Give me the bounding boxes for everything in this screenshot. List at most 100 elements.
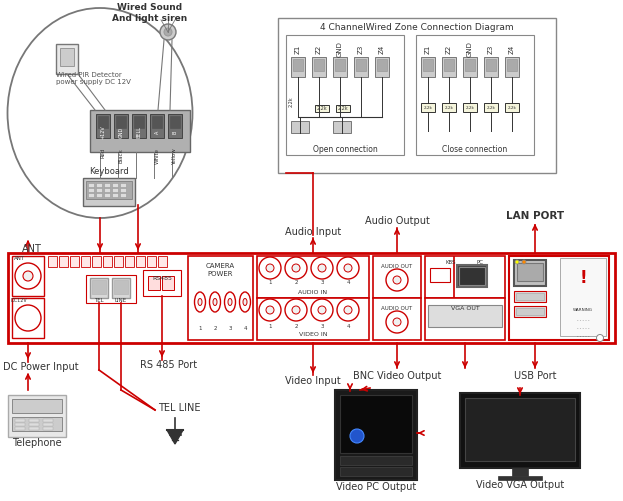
Bar xyxy=(29,423,39,426)
Bar xyxy=(104,188,110,192)
Bar xyxy=(373,298,421,340)
Circle shape xyxy=(337,299,359,321)
Bar xyxy=(60,48,74,66)
Bar xyxy=(498,476,542,480)
Text: 1: 1 xyxy=(269,324,272,329)
Bar xyxy=(463,103,477,112)
Bar xyxy=(43,419,53,422)
Bar xyxy=(507,59,517,71)
Bar xyxy=(314,59,324,71)
Bar xyxy=(423,59,433,71)
Circle shape xyxy=(515,260,519,264)
Text: Z2: Z2 xyxy=(446,45,452,54)
Bar xyxy=(459,267,485,285)
Circle shape xyxy=(259,257,281,279)
Polygon shape xyxy=(167,430,183,444)
Circle shape xyxy=(386,269,408,291)
Text: 3: 3 xyxy=(320,281,324,286)
Circle shape xyxy=(15,263,41,289)
Bar xyxy=(12,417,62,431)
Bar xyxy=(158,256,167,267)
Text: USB Port: USB Port xyxy=(514,371,556,381)
Circle shape xyxy=(259,299,281,321)
Text: 3: 3 xyxy=(228,326,232,331)
Bar xyxy=(15,427,25,430)
Text: - - - - -: - - - - - xyxy=(577,318,589,322)
Bar xyxy=(134,116,144,128)
Bar xyxy=(98,116,108,128)
Bar xyxy=(516,293,544,300)
Text: VIDEO IN: VIDEO IN xyxy=(299,332,327,337)
Bar xyxy=(12,298,44,338)
Bar xyxy=(120,188,126,192)
Text: Z1: Z1 xyxy=(425,44,431,54)
Text: - - - - -: - - - - - xyxy=(577,326,589,330)
Text: Video PC Output: Video PC Output xyxy=(336,482,416,492)
Bar xyxy=(147,256,156,267)
Bar xyxy=(444,59,454,71)
Ellipse shape xyxy=(7,8,193,218)
Bar xyxy=(114,114,128,138)
Text: GND: GND xyxy=(467,41,473,57)
Text: Audio Input: Audio Input xyxy=(285,227,341,237)
Text: AUDIO OUT: AUDIO OUT xyxy=(381,264,412,269)
Text: 2.2k: 2.2k xyxy=(316,106,327,111)
Text: BELL: BELL xyxy=(136,126,141,138)
Text: Wired Sound
And light siren: Wired Sound And light siren xyxy=(112,4,188,23)
Text: GND: GND xyxy=(337,41,343,57)
Bar xyxy=(453,256,454,298)
Text: White: White xyxy=(155,148,159,164)
Text: Audio Output: Audio Output xyxy=(364,216,429,226)
Circle shape xyxy=(292,306,300,314)
Bar xyxy=(514,291,546,302)
Text: DC12V: DC12V xyxy=(11,298,27,303)
Text: 2.2k: 2.2k xyxy=(508,106,516,110)
Bar xyxy=(168,114,182,138)
Bar xyxy=(340,395,412,453)
Text: 4: 4 xyxy=(346,324,350,329)
Ellipse shape xyxy=(228,299,232,306)
Bar xyxy=(375,57,389,77)
Bar xyxy=(293,59,303,71)
Bar xyxy=(463,57,477,77)
Bar xyxy=(505,103,519,112)
Bar xyxy=(116,116,126,128)
Bar xyxy=(336,105,350,112)
Circle shape xyxy=(350,429,364,443)
Bar xyxy=(354,57,368,77)
Bar xyxy=(136,256,145,267)
Bar xyxy=(148,276,160,290)
Ellipse shape xyxy=(239,292,250,312)
Circle shape xyxy=(266,264,274,272)
Text: Black: Black xyxy=(118,148,123,163)
Bar xyxy=(15,419,25,422)
Bar xyxy=(29,419,39,422)
Bar xyxy=(340,456,412,465)
Bar xyxy=(484,103,498,112)
Bar xyxy=(112,193,118,197)
Bar xyxy=(96,188,102,192)
Ellipse shape xyxy=(198,299,202,306)
Bar xyxy=(132,114,146,138)
Bar xyxy=(120,193,126,197)
Circle shape xyxy=(393,318,401,326)
Bar xyxy=(560,258,606,336)
Bar xyxy=(170,116,180,128)
Circle shape xyxy=(318,306,326,314)
Text: Z3: Z3 xyxy=(358,44,364,54)
Bar xyxy=(517,263,543,281)
Bar xyxy=(92,280,106,294)
Bar xyxy=(457,265,487,287)
Text: Z4: Z4 xyxy=(509,45,515,54)
Ellipse shape xyxy=(243,299,247,306)
Text: 2.2k: 2.2k xyxy=(445,106,454,110)
Bar xyxy=(505,57,519,77)
Circle shape xyxy=(318,264,326,272)
Bar xyxy=(442,57,456,77)
Text: AUDIO OUT: AUDIO OUT xyxy=(381,306,412,311)
Bar xyxy=(516,308,544,315)
Text: Z3: Z3 xyxy=(488,44,494,54)
Text: Yellow: Yellow xyxy=(173,148,178,165)
Bar xyxy=(12,256,44,296)
Circle shape xyxy=(285,299,307,321)
